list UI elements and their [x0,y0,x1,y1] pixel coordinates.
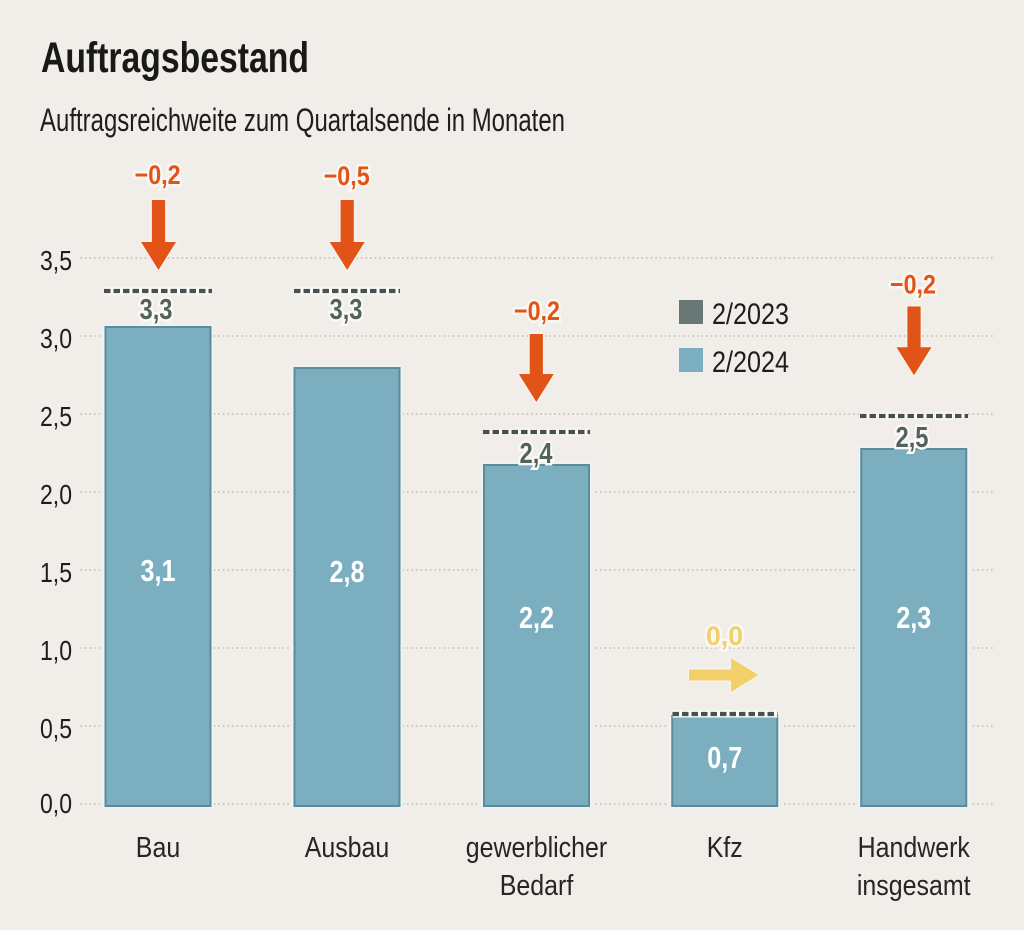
svg-text:0,5: 0,5 [40,713,72,744]
svg-text:3,3: 3,3 [140,294,173,326]
svg-text:−0,2: −0,2 [514,296,560,326]
svg-text:Ausbau: Ausbau [305,832,390,864]
svg-text:Auftragsreichweite zum Quartal: Auftragsreichweite zum Quartalsende in M… [40,102,565,138]
svg-text:2,5: 2,5 [896,422,929,454]
svg-text:1,5: 1,5 [40,557,72,588]
svg-text:−0,2: −0,2 [890,270,936,300]
svg-text:Bedarf: Bedarf [500,870,574,902]
svg-text:3,1: 3,1 [141,553,176,588]
svg-text:3,0: 3,0 [40,323,72,354]
svg-text:1,0: 1,0 [40,635,72,666]
svg-text:2,8: 2,8 [330,554,365,589]
svg-text:−0,5: −0,5 [324,161,370,191]
svg-text:2,5: 2,5 [40,401,72,432]
svg-text:0,7: 0,7 [707,740,742,775]
svg-text:0,0: 0,0 [706,621,743,651]
svg-text:2/2023: 2/2023 [712,298,789,331]
svg-text:gewerblicher: gewerblicher [466,832,608,864]
svg-text:−0,2: −0,2 [135,160,181,190]
svg-text:insgesamt: insgesamt [857,870,971,902]
svg-text:2/2024: 2/2024 [712,346,789,379]
svg-text:2,3: 2,3 [896,600,931,635]
svg-text:2,0: 2,0 [40,479,72,510]
svg-text:Auftragsbestand: Auftragsbestand [41,34,309,82]
svg-text:3,3: 3,3 [330,294,363,326]
svg-text:0,0: 0,0 [40,788,72,819]
svg-text:3,5: 3,5 [40,245,72,276]
svg-text:Bau: Bau [136,832,180,864]
svg-text:2,2: 2,2 [519,600,554,635]
svg-text:2,4: 2,4 [520,438,553,470]
svg-text:Handwerk: Handwerk [858,832,971,864]
svg-text:Kfz: Kfz [707,832,743,864]
